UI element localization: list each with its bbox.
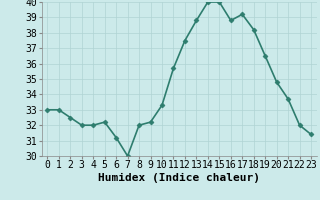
X-axis label: Humidex (Indice chaleur): Humidex (Indice chaleur) [98,173,260,183]
